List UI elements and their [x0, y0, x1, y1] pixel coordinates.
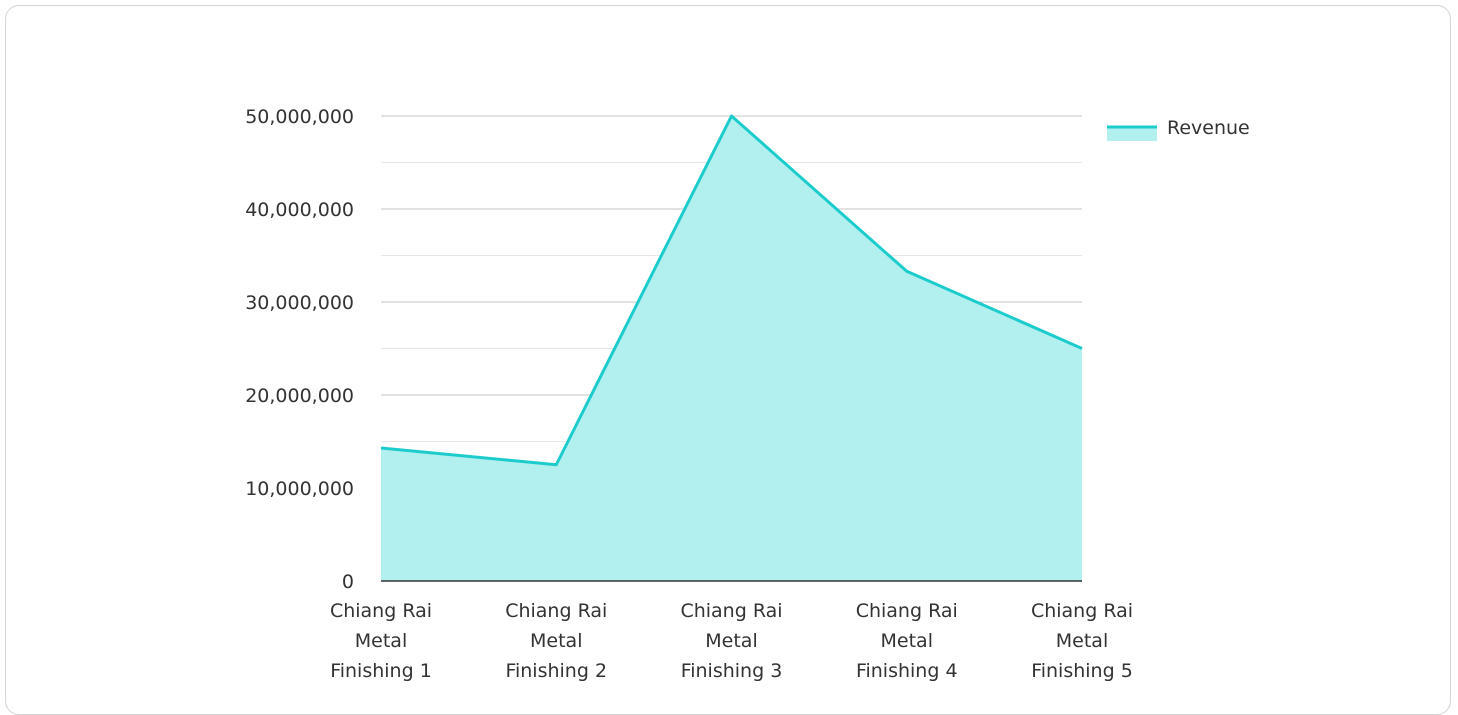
legend-swatch-fill: [1107, 127, 1157, 141]
legend: Revenue: [1107, 117, 1250, 141]
revenue-line: [380, 114, 1083, 467]
x-tick-label: Chiang Rai Metal Finishing 2: [505, 600, 607, 682]
x-axis-ticks: Chiang Rai Metal Finishing 1 Chiang Rai Meta…: [330, 600, 1133, 682]
area-chart: 0 10,000,000 20,000,000 30,000,000 40,000,00…: [245, 106, 1250, 682]
y-tick-label: 0: [342, 571, 354, 593]
x-tick-label: Chiang Rai Metal Finishing 5: [1031, 600, 1133, 682]
y-tick-label: 10,000,000: [245, 478, 354, 500]
y-tick-label: 30,000,000: [245, 292, 354, 314]
x-tick-label: Chiang Rai Metal Finishing 4: [856, 600, 958, 682]
y-tick-label: 20,000,000: [245, 385, 354, 407]
legend-label: Revenue: [1167, 117, 1250, 139]
y-axis-ticks: 0 10,000,000 20,000,000 30,000,000 40,000,00…: [245, 106, 354, 593]
y-tick-label: 40,000,000: [245, 199, 354, 221]
x-tick-label: Chiang Rai Metal Finishing 1: [330, 600, 432, 682]
y-tick-label: 50,000,000: [245, 106, 354, 128]
x-tick-label: Chiang Rai Metal Finishing 3: [680, 600, 782, 682]
